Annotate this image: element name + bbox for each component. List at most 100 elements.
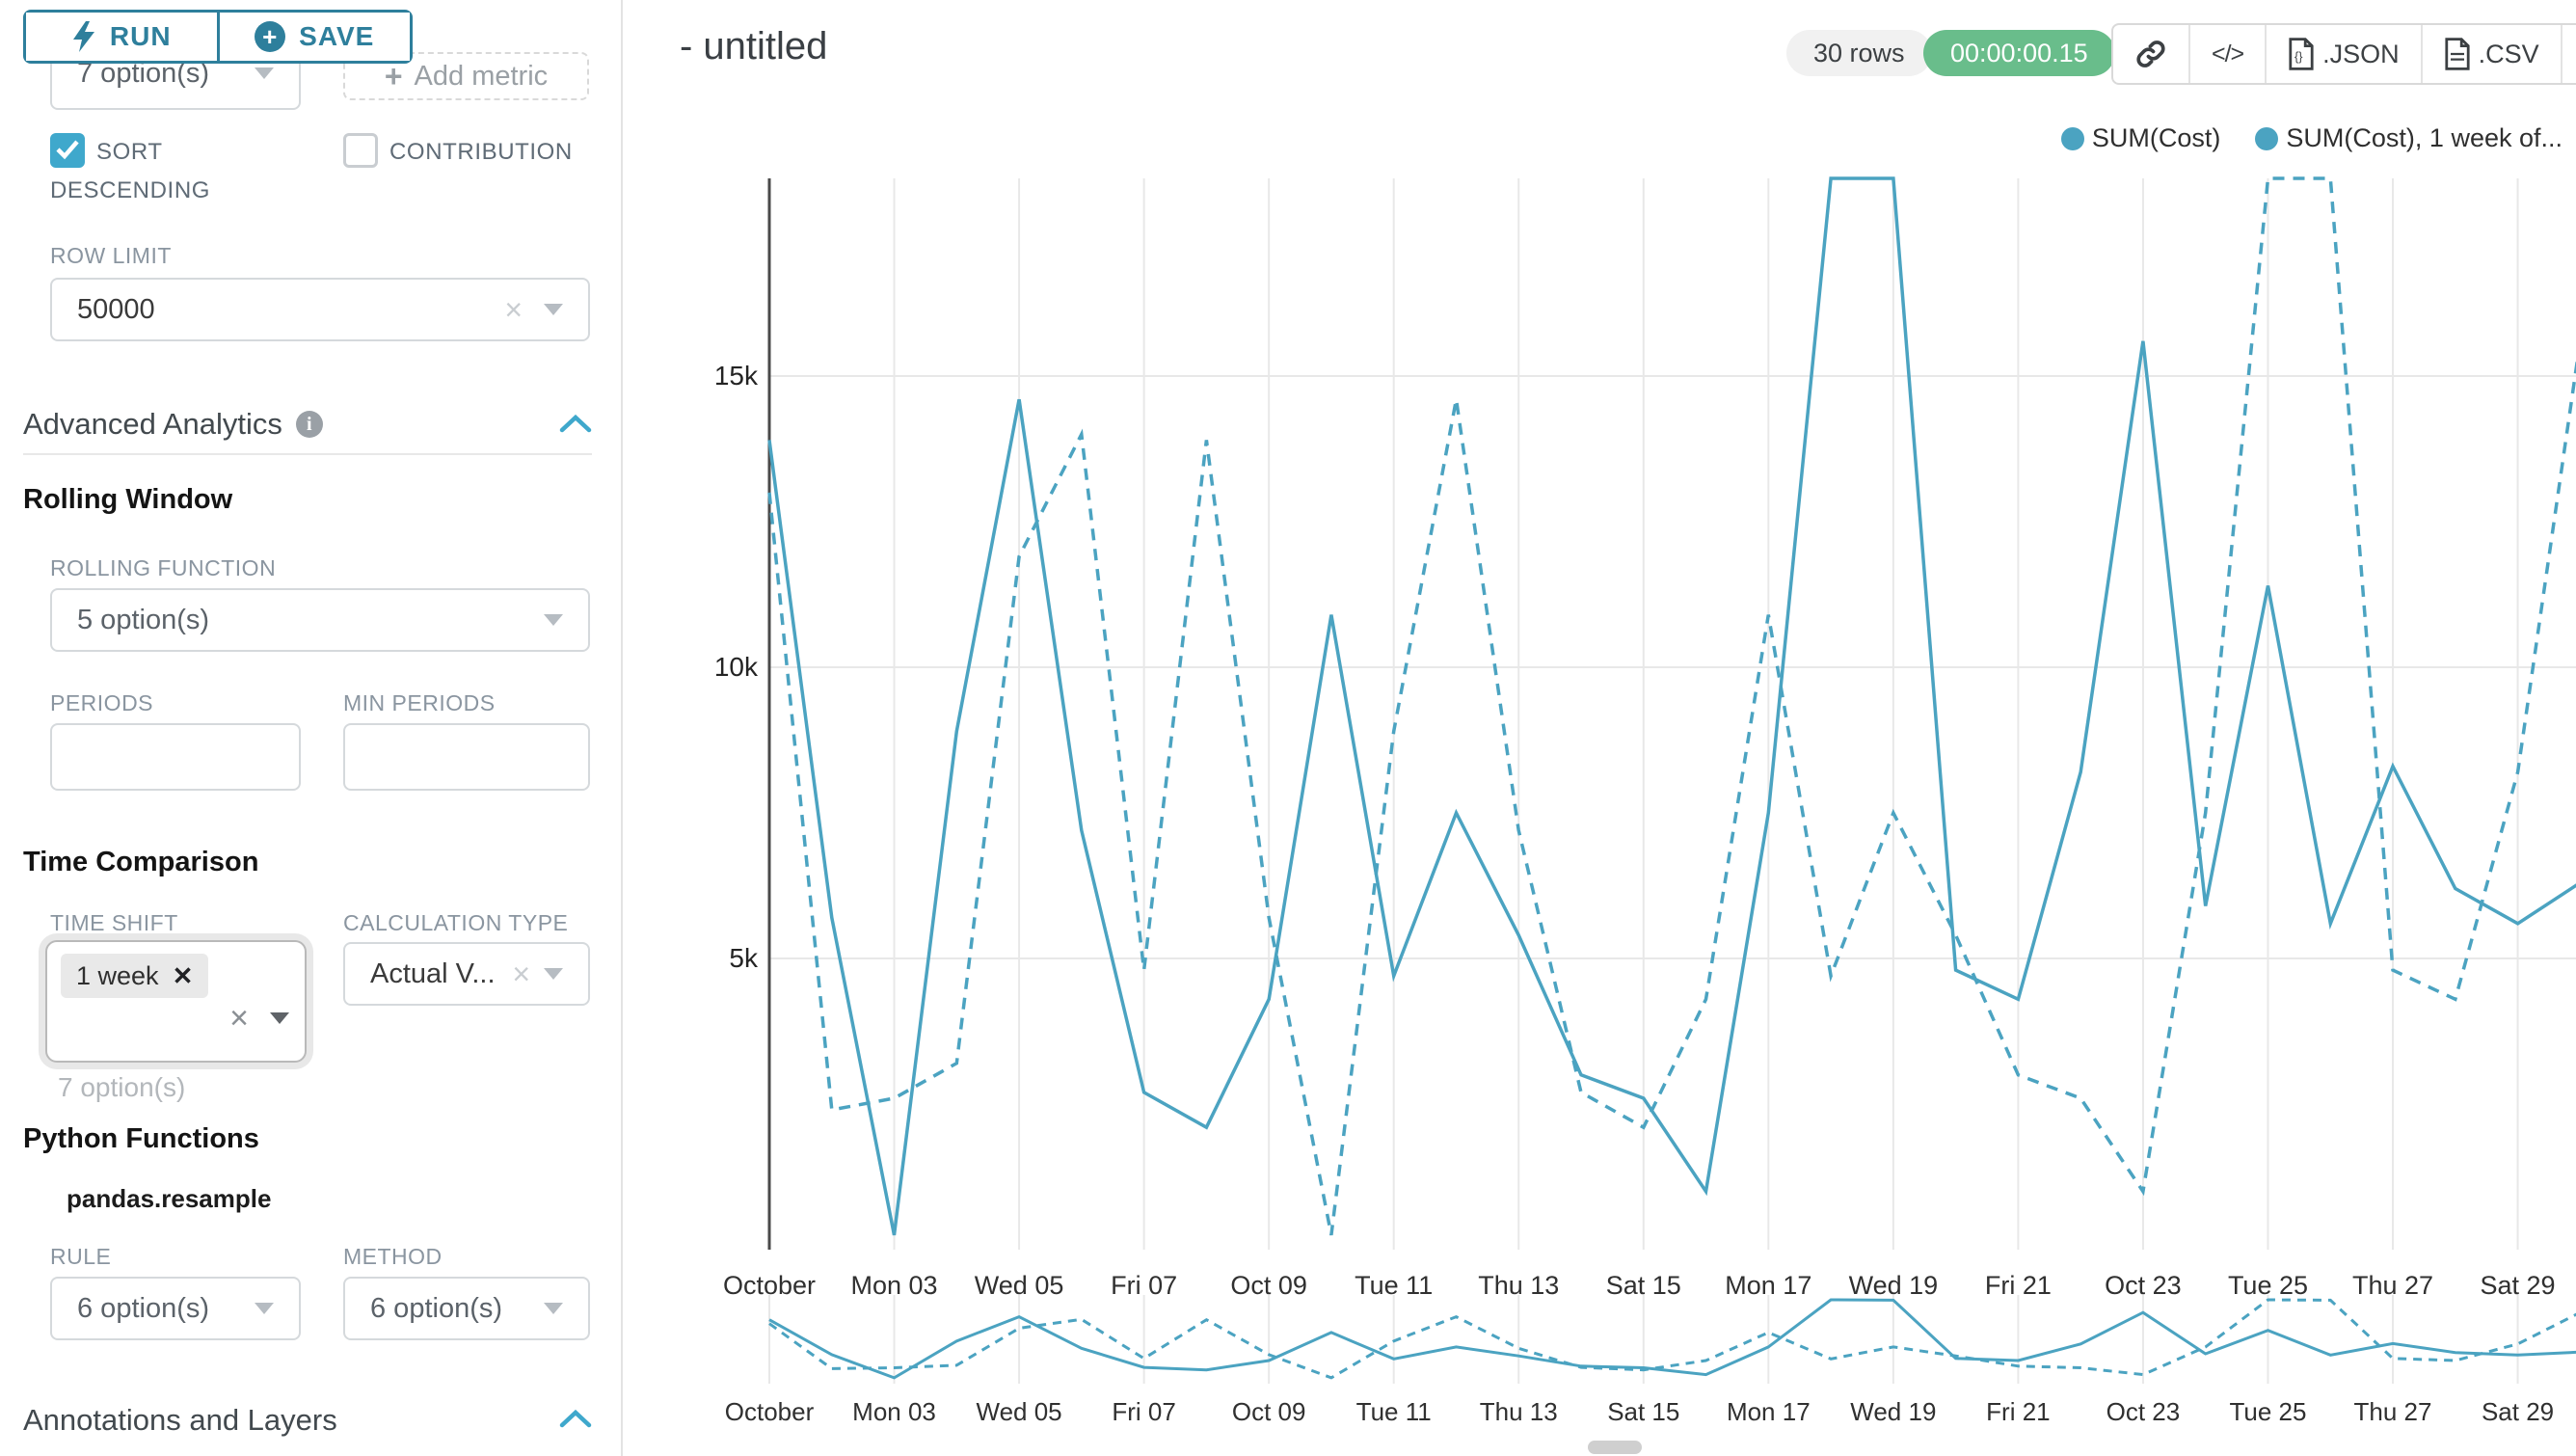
csv-file-icon xyxy=(2445,38,2470,70)
plus-circle-icon: + xyxy=(255,21,286,52)
legend-item-sum-cost[interactable]: SUM(Cost) xyxy=(2060,123,2221,153)
row-limit-label: ROW LIMIT xyxy=(50,243,172,268)
mini-x-tick-label: October xyxy=(725,1397,815,1426)
sort-descending-checkbox-row[interactable]: SORT DESCENDING xyxy=(50,133,310,210)
mini-x-tick-label: Tue 25 xyxy=(2229,1397,2306,1426)
time-shift-helper: 7 option(s) xyxy=(58,1072,186,1102)
chevron-down-icon xyxy=(544,614,563,626)
mini-x-tick-label: Sat 15 xyxy=(1607,1397,1679,1426)
legend-dot-icon xyxy=(2060,126,2084,150)
control-sidebar: 7 option(s) + Add metric RUN + SAVE xyxy=(0,0,623,1456)
time-comparison-title: Time Comparison xyxy=(23,847,259,877)
chevron-up-icon[interactable] xyxy=(559,413,592,434)
periods-input[interactable] xyxy=(50,723,301,791)
time-shift-multiselect[interactable]: 1 week ✕ × xyxy=(45,940,307,1063)
info-icon: i xyxy=(295,411,323,438)
mini-x-tick-label: Thu 13 xyxy=(1480,1397,1558,1426)
clear-icon[interactable]: × xyxy=(229,1000,249,1037)
chevron-down-icon xyxy=(255,1303,274,1314)
contribution-label: CONTRIBUTION xyxy=(389,139,573,165)
mini-cost-line xyxy=(768,1298,2576,1380)
link-icon xyxy=(2136,40,2165,67)
export-json-button[interactable]: {} .JSON xyxy=(2265,25,2421,83)
run-save-button-group: RUN + SAVE xyxy=(23,10,413,64)
y-tick-label: 15k xyxy=(714,361,759,391)
mini-x-tick-label: Mon 03 xyxy=(852,1397,936,1426)
rows-badge: 30 rows xyxy=(1786,30,1932,76)
export-toolbar: </> {} .JSON .CSV xyxy=(2111,23,2576,85)
mini-x-tick-label: Wed 19 xyxy=(1850,1397,1936,1426)
rolling-function-select[interactable]: 5 option(s) xyxy=(50,588,590,652)
annotations-header[interactable]: Annotations and Layers xyxy=(23,1403,337,1438)
save-button[interactable]: + SAVE xyxy=(216,13,410,61)
calculation-type-select[interactable]: Actual V... × xyxy=(343,942,590,1006)
mini-x-tick-label: Sat 29 xyxy=(2482,1397,2554,1426)
advanced-analytics-header[interactable]: Advanced Analytics i xyxy=(23,407,323,442)
mini-x-tick-label: Oct 09 xyxy=(1232,1397,1306,1426)
run-button-label: RUN xyxy=(109,21,172,51)
periods-label: PERIODS xyxy=(50,690,154,715)
chevron-down-icon xyxy=(544,1303,563,1314)
method-value: 6 option(s) xyxy=(370,1292,503,1324)
min-periods-input[interactable] xyxy=(343,723,590,791)
row-limit-select[interactable]: 50000 × xyxy=(50,278,590,341)
checkbox-unchecked-icon[interactable] xyxy=(343,133,378,168)
min-periods-label: MIN PERIODS xyxy=(343,690,496,715)
run-button[interactable]: RUN xyxy=(26,13,217,61)
export-csv-button[interactable]: .CSV xyxy=(2420,25,2561,83)
chevron-down-icon xyxy=(544,968,563,980)
page-title[interactable]: - untitled xyxy=(680,25,828,67)
mini-preview-chart[interactable]: October Mon 03 Wed 05 Fri 07 Oct 09 Tue 11 Thu… xyxy=(625,1287,2576,1456)
rule-value: 6 option(s) xyxy=(77,1292,210,1324)
rolling-function-value: 5 option(s) xyxy=(77,604,210,635)
y-tick-label: 5k xyxy=(729,943,759,973)
chevron-up-icon[interactable] xyxy=(559,1408,592,1429)
time-shift-label: TIME SHIFT xyxy=(50,910,178,935)
method-label: METHOD xyxy=(343,1244,443,1269)
horizontal-scrollbar-thumb[interactable] xyxy=(1588,1441,1642,1454)
chart-panel: - untitled 30 rows 00:00:00.15 </> {} .J… xyxy=(625,0,2576,1456)
legend-label: SUM(Cost) xyxy=(2091,123,2221,152)
clear-icon[interactable]: × xyxy=(512,957,530,991)
time-shift-tag: 1 week ✕ xyxy=(61,954,209,998)
embed-code-button[interactable]: </> xyxy=(2188,25,2265,83)
sort-descending-label: SORT DESCENDING xyxy=(50,139,211,203)
chart-menu-button[interactable] xyxy=(2560,25,2576,83)
cost-line xyxy=(767,176,2576,1236)
mini-cost-offset-line xyxy=(768,1298,2576,1380)
mini-x-tick-label: Thu 27 xyxy=(2354,1397,2432,1426)
timeseries-line-chart[interactable]: October Mon 03 Wed 05 Fri 07 Oct 09 Tue 11 Thu… xyxy=(625,145,2576,1302)
mini-x-tick-label: Tue 11 xyxy=(1356,1397,1432,1426)
contribution-checkbox-row[interactable]: CONTRIBUTION xyxy=(343,133,613,172)
mini-x-tick-label: Wed 05 xyxy=(977,1397,1062,1426)
tag-remove-icon[interactable]: ✕ xyxy=(172,960,194,990)
chevron-down-icon[interactable] xyxy=(270,1012,289,1024)
legend-item-sum-cost-offset[interactable]: SUM(Cost), 1 week of... xyxy=(2255,123,2563,153)
svg-text:{}: {} xyxy=(2294,50,2302,64)
python-functions-title: Python Functions xyxy=(23,1123,259,1154)
calculation-type-label: CALCULATION TYPE xyxy=(343,910,569,935)
checkbox-checked-icon[interactable] xyxy=(50,133,85,168)
python-function-name: pandas.resample xyxy=(67,1184,272,1213)
check-icon xyxy=(56,140,79,160)
query-timer-badge: 00:00:00.15 xyxy=(1923,30,2115,76)
chart-legend: SUM(Cost) SUM(Cost), 1 week of... xyxy=(2060,123,2563,153)
save-button-label: SAVE xyxy=(299,21,375,51)
multiselect-icons: × xyxy=(229,1002,289,1035)
advanced-analytics-title: Advanced Analytics xyxy=(23,407,282,441)
cost-offset-line xyxy=(767,176,2576,1236)
method-select[interactable]: 6 option(s) xyxy=(343,1277,590,1340)
legend-dot-icon xyxy=(2255,126,2279,150)
section-divider xyxy=(23,453,592,455)
rule-select[interactable]: 6 option(s) xyxy=(50,1277,301,1340)
csv-button-label: .CSV xyxy=(2478,39,2539,68)
copy-link-button[interactable] xyxy=(2113,25,2188,83)
rule-label: RULE xyxy=(50,1244,112,1269)
lightning-bolt-icon xyxy=(72,21,94,52)
mini-x-tick-label: Mon 17 xyxy=(1727,1397,1811,1426)
clear-icon[interactable]: × xyxy=(504,292,523,327)
calculation-type-value: Actual V... xyxy=(370,957,496,989)
mini-x-tick-label: Oct 23 xyxy=(2106,1397,2181,1426)
row-limit-value: 50000 xyxy=(77,293,155,325)
